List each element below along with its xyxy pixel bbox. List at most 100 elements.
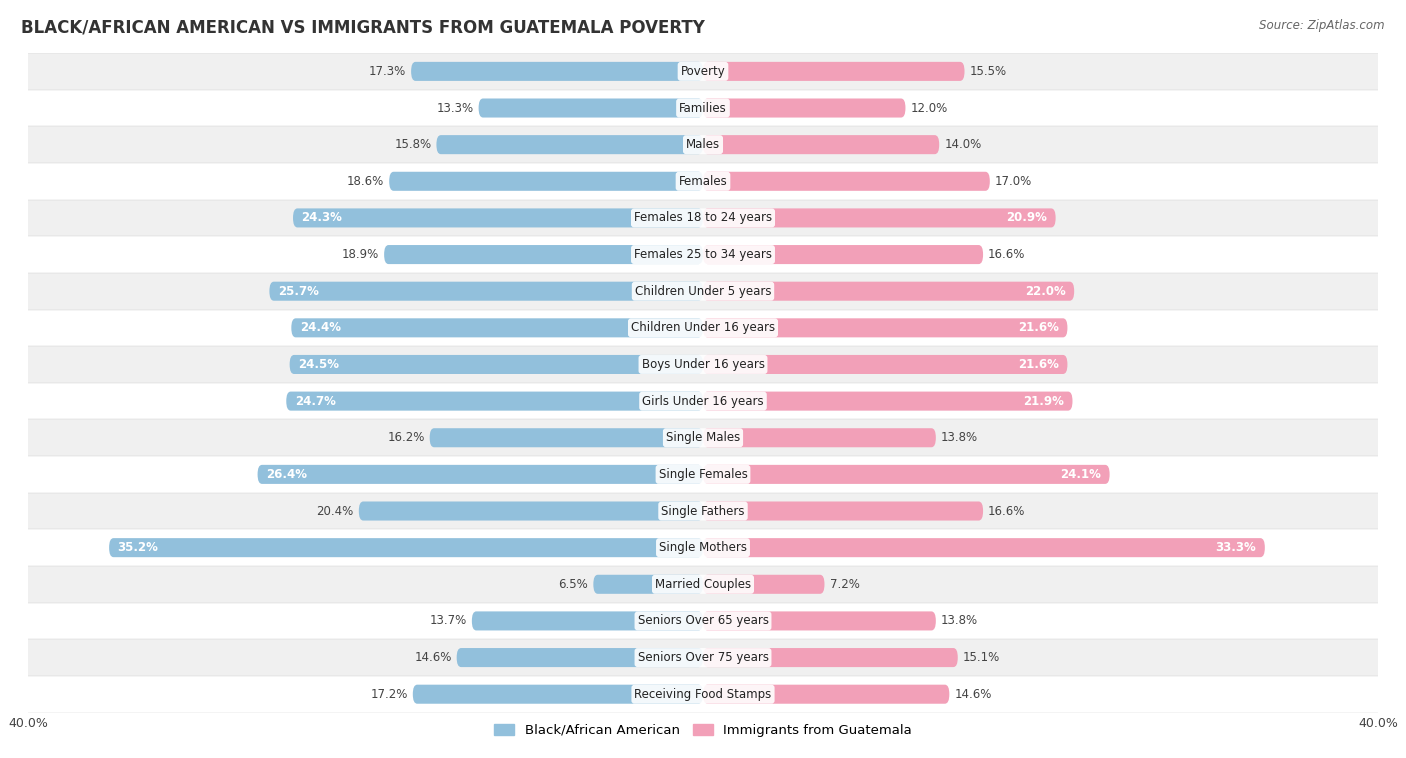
FancyBboxPatch shape [257,465,703,484]
FancyBboxPatch shape [703,245,983,264]
Bar [28,529,1378,566]
Text: 14.6%: 14.6% [415,651,451,664]
FancyBboxPatch shape [703,575,824,594]
Text: 17.2%: 17.2% [370,688,408,700]
Text: 16.6%: 16.6% [988,505,1025,518]
Text: 22.0%: 22.0% [1025,285,1066,298]
FancyBboxPatch shape [292,208,703,227]
Bar [28,566,1378,603]
Text: Families: Families [679,102,727,114]
FancyBboxPatch shape [359,502,703,521]
Text: BLACK/AFRICAN AMERICAN VS IMMIGRANTS FROM GUATEMALA POVERTY: BLACK/AFRICAN AMERICAN VS IMMIGRANTS FRO… [21,19,704,37]
Text: 24.1%: 24.1% [1060,468,1101,481]
Text: 6.5%: 6.5% [558,578,588,590]
Text: Girls Under 16 years: Girls Under 16 years [643,395,763,408]
FancyBboxPatch shape [703,612,936,631]
FancyBboxPatch shape [413,684,703,703]
Bar [28,199,1378,236]
Bar [28,676,1378,713]
FancyBboxPatch shape [703,62,965,81]
FancyBboxPatch shape [270,282,703,301]
FancyBboxPatch shape [703,282,1074,301]
FancyBboxPatch shape [703,99,905,117]
FancyBboxPatch shape [389,172,703,191]
Text: 14.6%: 14.6% [955,688,991,700]
Text: 35.2%: 35.2% [118,541,159,554]
FancyBboxPatch shape [430,428,703,447]
Bar [28,639,1378,676]
FancyBboxPatch shape [478,99,703,117]
Text: Single Mothers: Single Mothers [659,541,747,554]
FancyBboxPatch shape [290,355,703,374]
Text: 24.7%: 24.7% [295,395,336,408]
Bar [28,383,1378,419]
Text: 13.7%: 13.7% [430,615,467,628]
Text: Seniors Over 75 years: Seniors Over 75 years [637,651,769,664]
FancyBboxPatch shape [703,172,990,191]
Text: 33.3%: 33.3% [1216,541,1257,554]
FancyBboxPatch shape [703,355,1067,374]
Bar [28,456,1378,493]
FancyBboxPatch shape [703,318,1067,337]
FancyBboxPatch shape [472,612,703,631]
Text: 7.2%: 7.2% [830,578,859,590]
FancyBboxPatch shape [703,465,1109,484]
Text: 16.6%: 16.6% [988,248,1025,261]
Text: Receiving Food Stamps: Receiving Food Stamps [634,688,772,700]
Text: Single Males: Single Males [666,431,740,444]
Text: 16.2%: 16.2% [387,431,425,444]
Text: Source: ZipAtlas.com: Source: ZipAtlas.com [1260,19,1385,32]
FancyBboxPatch shape [703,502,983,521]
Text: Single Fathers: Single Fathers [661,505,745,518]
FancyBboxPatch shape [703,208,1056,227]
Text: 13.8%: 13.8% [941,431,979,444]
FancyBboxPatch shape [110,538,703,557]
Text: 12.0%: 12.0% [911,102,948,114]
FancyBboxPatch shape [411,62,703,81]
Text: Females 18 to 24 years: Females 18 to 24 years [634,211,772,224]
Bar [28,309,1378,346]
Text: 20.9%: 20.9% [1007,211,1047,224]
Text: 21.9%: 21.9% [1024,395,1064,408]
Text: 15.8%: 15.8% [394,138,432,151]
Text: 21.6%: 21.6% [1018,321,1059,334]
Bar [28,493,1378,529]
Text: 18.9%: 18.9% [342,248,380,261]
Text: Boys Under 16 years: Boys Under 16 years [641,358,765,371]
Text: 21.6%: 21.6% [1018,358,1059,371]
Bar [28,346,1378,383]
FancyBboxPatch shape [436,135,703,154]
FancyBboxPatch shape [457,648,703,667]
Text: 17.3%: 17.3% [368,65,406,78]
Text: 13.8%: 13.8% [941,615,979,628]
Bar [28,89,1378,127]
FancyBboxPatch shape [703,648,957,667]
Text: Married Couples: Married Couples [655,578,751,590]
FancyBboxPatch shape [703,684,949,703]
Text: 20.4%: 20.4% [316,505,354,518]
Text: 24.3%: 24.3% [301,211,342,224]
FancyBboxPatch shape [384,245,703,264]
Text: 14.0%: 14.0% [945,138,981,151]
Bar [28,163,1378,199]
FancyBboxPatch shape [703,392,1073,411]
Bar [28,236,1378,273]
FancyBboxPatch shape [287,392,703,411]
FancyBboxPatch shape [291,318,703,337]
Bar [28,127,1378,163]
Text: 26.4%: 26.4% [266,468,307,481]
FancyBboxPatch shape [703,135,939,154]
Text: 13.3%: 13.3% [436,102,474,114]
Bar [28,419,1378,456]
Text: Children Under 5 years: Children Under 5 years [634,285,772,298]
Text: 15.1%: 15.1% [963,651,1000,664]
Text: Females: Females [679,175,727,188]
Text: 17.0%: 17.0% [995,175,1032,188]
Bar [28,603,1378,639]
FancyBboxPatch shape [593,575,703,594]
Legend: Black/African American, Immigrants from Guatemala: Black/African American, Immigrants from … [489,719,917,742]
Bar [28,53,1378,89]
FancyBboxPatch shape [703,428,936,447]
Text: 15.5%: 15.5% [970,65,1007,78]
Text: 24.4%: 24.4% [299,321,340,334]
